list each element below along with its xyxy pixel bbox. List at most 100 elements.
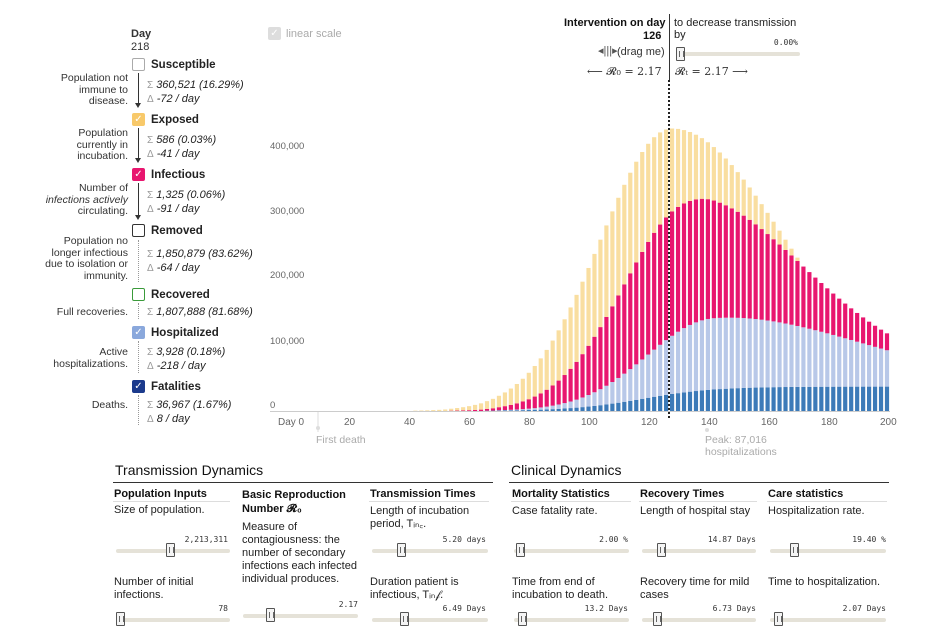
bar-fatalities-day-198 (878, 386, 884, 411)
cfr-handle[interactable] (516, 543, 525, 557)
bar-exposed-day-118 (640, 152, 645, 252)
bar-fatalities-day-142 (711, 389, 716, 411)
hospitalized-sum: Σ 3,928 (0.18%) (147, 346, 226, 358)
decrease-value: 0.00% (773, 38, 798, 47)
linear-scale-toggle[interactable]: ✓ (268, 27, 281, 40)
bar-hospitalized-day-134 (687, 324, 693, 392)
removed-checkbox[interactable] (132, 224, 145, 237)
hospitalized-bracket (138, 341, 139, 373)
bar-fatalities-day-82 (532, 409, 537, 411)
bar-exposed-day-80 (526, 372, 531, 400)
initial-infections-handle[interactable] (116, 612, 125, 626)
mild-recovery-handle[interactable] (653, 612, 662, 626)
bar-fatalities-day-174 (807, 386, 812, 411)
bar-exposed-day-52 (443, 409, 448, 411)
bar-hospitalized-day-170 (795, 325, 800, 387)
bar-hospitalized-day-142 (711, 318, 716, 390)
population-size-label: Size of population. (114, 504, 205, 516)
r0-slider-handle[interactable] (266, 608, 275, 622)
bar-hospitalized-day-98 (580, 397, 585, 408)
bar-fatalities-day-122 (652, 396, 657, 411)
intervention-line[interactable] (668, 80, 670, 418)
bar-infectious-day-114 (628, 273, 633, 370)
bar-hospitalized-day-118 (640, 359, 645, 399)
bar-infectious-day-86 (544, 389, 549, 407)
bar-exposed-day-88 (550, 340, 555, 386)
bar-hospitalized-day-120 (646, 354, 651, 398)
bar-fatalities-day-120 (646, 397, 651, 411)
bar-infectious-day-132 (681, 203, 687, 329)
bar-fatalities-day-144 (717, 389, 722, 411)
time-to-hospitalization-handle[interactable] (774, 612, 783, 626)
time-to-death-label: Time from end of incubation to death. (512, 576, 609, 601)
hospitalization-rate-handle[interactable] (790, 543, 799, 557)
bar-exposed-day-94 (568, 307, 573, 369)
recovered-bracket (138, 303, 139, 319)
removed-title: Removed (151, 225, 203, 237)
time-to-hospitalization-track[interactable] (770, 618, 886, 622)
initial-infections-value: 78 (218, 604, 228, 613)
bar-infectious-day-128 (669, 211, 675, 336)
susceptible-checkbox[interactable] (132, 58, 145, 71)
bar-infectious-day-102 (592, 336, 597, 393)
decrease-slider-handle[interactable] (676, 47, 685, 61)
bar-infectious-day-68 (490, 408, 496, 411)
rt-label: 𝓡ₜ = 2.17 ⟶ (675, 65, 748, 78)
bar-infectious-day-188 (849, 308, 854, 340)
hospitalized-checkbox[interactable]: ✓ (132, 326, 145, 339)
bar-hospitalized-day-192 (861, 343, 866, 387)
bar-hospitalized-day-148 (729, 317, 734, 389)
hospitalized-desc: Active hospitalizations. (53, 346, 128, 370)
mild-recovery-track[interactable] (642, 618, 756, 622)
bar-fatalities-day-166 (783, 387, 788, 411)
recovered-checkbox[interactable] (132, 288, 145, 301)
fatalities-checkbox[interactable]: ✓ (132, 380, 145, 393)
bar-fatalities-day-168 (789, 386, 794, 411)
bar-hospitalized-day-136 (693, 322, 699, 392)
removed-bracket (138, 240, 139, 282)
removed-delta: Δ -64 / day (147, 262, 200, 274)
bar-hospitalized-day-146 (723, 317, 728, 389)
drag-hint: (drag me) (617, 46, 665, 58)
r0-track[interactable] (243, 614, 358, 618)
incubation-handle[interactable] (397, 543, 406, 557)
bar-infectious-day-146 (723, 205, 728, 318)
infectious-duration-label: Duration patient is infectious, Tᵢₙ𝒻. (370, 576, 459, 601)
bar-exposed-day-102 (592, 253, 597, 337)
initial-infections-track[interactable] (116, 618, 230, 622)
bar-fatalities-day-114 (628, 400, 633, 411)
bar-exposed-day-168 (789, 248, 794, 256)
bar-hospitalized-day-196 (872, 346, 878, 387)
mild-recovery-value: 6.73 Days (712, 604, 756, 613)
hospital-stay-handle[interactable] (657, 543, 666, 557)
infectious-duration-handle[interactable] (400, 612, 409, 626)
bar-exposed-day-84 (538, 358, 543, 394)
hospitalization-rate-track[interactable] (770, 549, 886, 553)
susceptible-sum: Σ 360,521 (16.29%) (147, 79, 244, 91)
population-inputs-rule (113, 501, 230, 502)
bar-fatalities-day-80 (526, 410, 531, 411)
bar-fatalities-day-96 (574, 407, 579, 411)
decrease-track[interactable] (676, 52, 800, 56)
infectious-checkbox[interactable]: ✓ (132, 168, 145, 181)
cfr-track[interactable] (514, 549, 629, 553)
drag-handle-icon[interactable]: ◂|||▸ (598, 45, 618, 57)
bar-fatalities-day-78 (520, 410, 525, 411)
population-size-handle[interactable] (166, 543, 175, 557)
infectious-arrowhead (135, 215, 141, 220)
time-to-death-track[interactable] (514, 618, 629, 622)
hospitalized-title: Hospitalized (151, 327, 219, 339)
infectious-duration-track[interactable] (372, 618, 488, 622)
bar-fatalities-day-98 (580, 407, 585, 411)
bar-infectious-day-94 (568, 368, 573, 402)
time-to-death-handle[interactable] (518, 612, 527, 626)
transmission-rule (113, 482, 493, 483)
bar-fatalities-day-184 (837, 386, 842, 411)
bar-infectious-day-174 (807, 272, 812, 329)
incubation-track[interactable] (372, 549, 488, 553)
bar-fatalities-day-180 (825, 386, 830, 411)
exposed-checkbox[interactable]: ✓ (132, 113, 145, 126)
hospital-stay-track[interactable] (642, 549, 756, 553)
r0-label: ⟵ 𝓡₀ = 2.17 (587, 65, 662, 78)
bar-fatalities-day-196 (872, 386, 878, 411)
